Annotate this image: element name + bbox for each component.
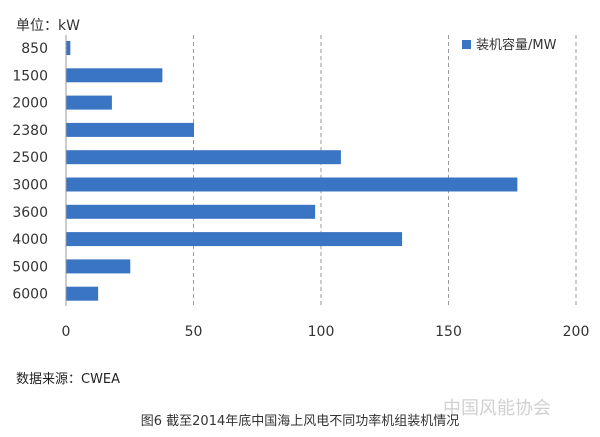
bar-5000 <box>66 259 131 274</box>
bar-1500 <box>66 68 163 83</box>
category-label: 1500 <box>12 68 48 84</box>
category-label: 5000 <box>12 259 48 275</box>
watermark-text: 中国风能协会 <box>443 398 551 419</box>
x-tick-label: 200 <box>563 324 590 340</box>
x-tick-label: 0 <box>62 324 71 340</box>
category-label: 2500 <box>12 150 48 166</box>
unit-label: 单位：kW <box>16 18 80 34</box>
source-note: 数据来源：CWEA <box>16 372 120 387</box>
x-tick-label: 150 <box>435 324 462 340</box>
legend-label: 装机容量/MW <box>476 37 557 53</box>
bar-2500 <box>66 150 341 165</box>
category-label: 3000 <box>12 178 48 194</box>
x-tick-label: 50 <box>185 324 203 340</box>
bar-850 <box>66 41 71 55</box>
legend-swatch <box>462 40 471 49</box>
category-label: 850 <box>21 41 48 57</box>
category-labels: 850 1500 2000 2380 2500 3000 3600 4000 5000 6000 <box>12 41 48 303</box>
bars <box>66 41 518 301</box>
category-label: 3600 <box>12 205 48 221</box>
x-tick-label: 100 <box>308 324 335 340</box>
category-label: 2380 <box>12 123 48 139</box>
figure-caption: 图6 截至2014年底中国海上风电不同功率机组装机情况 <box>141 413 460 429</box>
category-label: 2000 <box>12 96 48 112</box>
bar-6000 <box>66 286 99 301</box>
bar-2380 <box>66 122 195 137</box>
category-label: 4000 <box>12 232 48 248</box>
x-tick-labels: 0 50 100 150 200 <box>62 324 590 340</box>
bar-3000 <box>66 177 518 192</box>
category-label: 6000 <box>12 287 48 303</box>
bar-3600 <box>66 204 316 219</box>
bar-2000 <box>66 95 112 110</box>
legend: 装机容量/MW <box>462 37 557 53</box>
bar-4000 <box>66 232 403 247</box>
grid-lines <box>193 35 577 306</box>
